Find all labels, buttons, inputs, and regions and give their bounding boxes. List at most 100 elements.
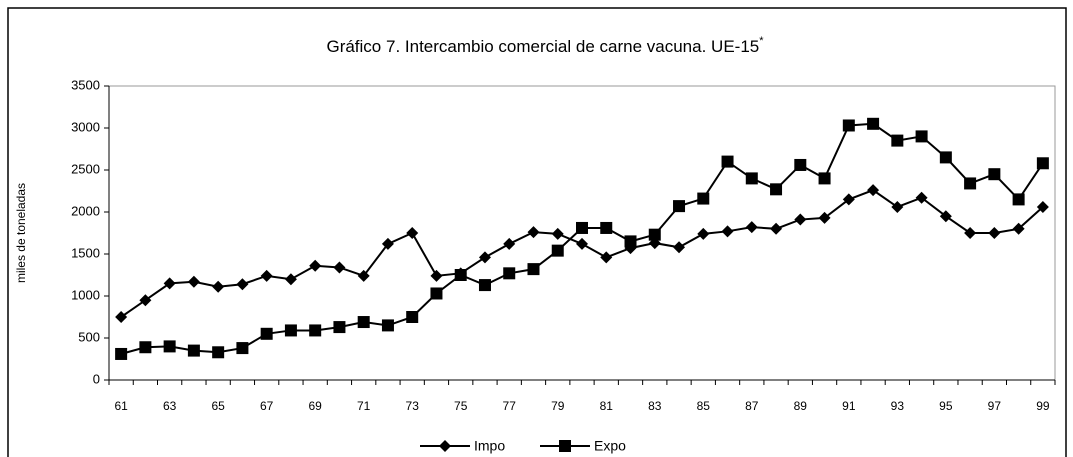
marker: [939, 151, 952, 164]
marker: [648, 228, 661, 241]
marker: [139, 341, 152, 354]
marker: [212, 346, 225, 359]
y-tick-label: 500: [78, 329, 100, 344]
marker: [478, 251, 491, 264]
marker: [988, 168, 1001, 181]
marker: [309, 259, 322, 272]
marker: [842, 119, 855, 132]
y-tick-label: 0: [93, 371, 100, 386]
marker: [745, 172, 758, 185]
legend-marker: [559, 440, 571, 452]
marker: [527, 263, 540, 276]
marker: [939, 210, 952, 223]
marker: [163, 340, 176, 353]
y-tick-label: 1000: [71, 287, 100, 302]
marker: [212, 280, 225, 293]
y-tick-label: 2000: [71, 203, 100, 218]
chart-title: Gráfico 7. Intercambio comercial de carn…: [326, 35, 764, 57]
legend-label: Impo: [474, 438, 505, 454]
legend-label: Expo: [594, 438, 626, 454]
marker: [867, 117, 880, 130]
marker: [527, 226, 540, 239]
marker: [430, 287, 443, 300]
x-tick-label: 63: [163, 399, 177, 413]
marker: [115, 311, 128, 323]
marker: [406, 227, 419, 239]
marker: [260, 327, 273, 340]
marker: [115, 347, 128, 360]
marker: [697, 227, 710, 240]
marker: [478, 279, 491, 292]
x-tick-label: 65: [211, 399, 225, 413]
marker: [673, 241, 686, 254]
marker: [551, 227, 564, 240]
x-tick-label: 89: [794, 399, 808, 413]
marker: [818, 172, 831, 185]
marker: [551, 244, 564, 257]
y-tick-label: 2500: [71, 161, 100, 176]
marker: [673, 200, 686, 213]
marker: [357, 269, 370, 282]
marker: [503, 267, 516, 280]
marker: [770, 183, 783, 196]
marker: [309, 324, 322, 337]
legend-marker: [439, 440, 451, 452]
marker: [891, 134, 904, 147]
x-tick-label: 97: [988, 399, 1002, 413]
marker: [988, 227, 1001, 239]
marker: [721, 225, 734, 238]
marker: [624, 235, 637, 248]
marker: [454, 269, 467, 281]
y-tick-label: 3500: [71, 77, 100, 92]
marker: [333, 261, 346, 274]
marker: [236, 342, 249, 355]
x-tick-label: 93: [891, 399, 905, 413]
marker: [260, 269, 273, 282]
marker: [576, 221, 588, 234]
marker: [284, 324, 297, 337]
x-tick-label: 99: [1036, 399, 1050, 413]
marker: [406, 311, 419, 323]
marker: [1036, 157, 1049, 170]
marker: [1036, 200, 1049, 213]
marker: [721, 155, 734, 168]
marker: [600, 251, 613, 264]
x-tick-label: 61: [114, 399, 128, 413]
marker: [1012, 193, 1025, 206]
marker: [187, 275, 200, 288]
marker: [867, 184, 880, 197]
series-line: [120, 189, 1044, 318]
x-tick-label: 75: [454, 399, 468, 413]
y-tick-label: 3000: [71, 119, 100, 134]
x-tick-label: 79: [551, 399, 565, 413]
x-tick-label: 87: [745, 399, 759, 413]
marker: [915, 130, 928, 143]
chart-frame: [7, 7, 1067, 457]
marker: [794, 213, 807, 226]
x-tick-label: 73: [406, 399, 420, 413]
marker: [1012, 222, 1025, 235]
marker: [964, 177, 977, 190]
marker: [381, 237, 394, 250]
marker: [163, 277, 176, 290]
marker: [503, 237, 516, 250]
marker: [818, 211, 831, 224]
x-tick-label: 83: [648, 399, 662, 413]
marker: [842, 193, 855, 206]
x-tick-label: 77: [503, 399, 517, 413]
marker: [357, 316, 370, 329]
x-tick-label: 69: [308, 399, 322, 413]
marker: [187, 344, 200, 357]
marker: [745, 221, 758, 234]
x-tick-label: 85: [697, 399, 711, 413]
chart-title-text: Gráfico 7. Intercambio comercial de carn…: [326, 37, 759, 56]
marker: [697, 192, 710, 205]
title-note: *: [759, 35, 764, 47]
marker: [284, 273, 297, 286]
marker: [576, 237, 588, 250]
marker: [770, 222, 783, 235]
marker: [139, 294, 152, 307]
x-tick-label: 71: [357, 399, 371, 413]
y-axis-label: miles de toneladas: [14, 183, 28, 283]
